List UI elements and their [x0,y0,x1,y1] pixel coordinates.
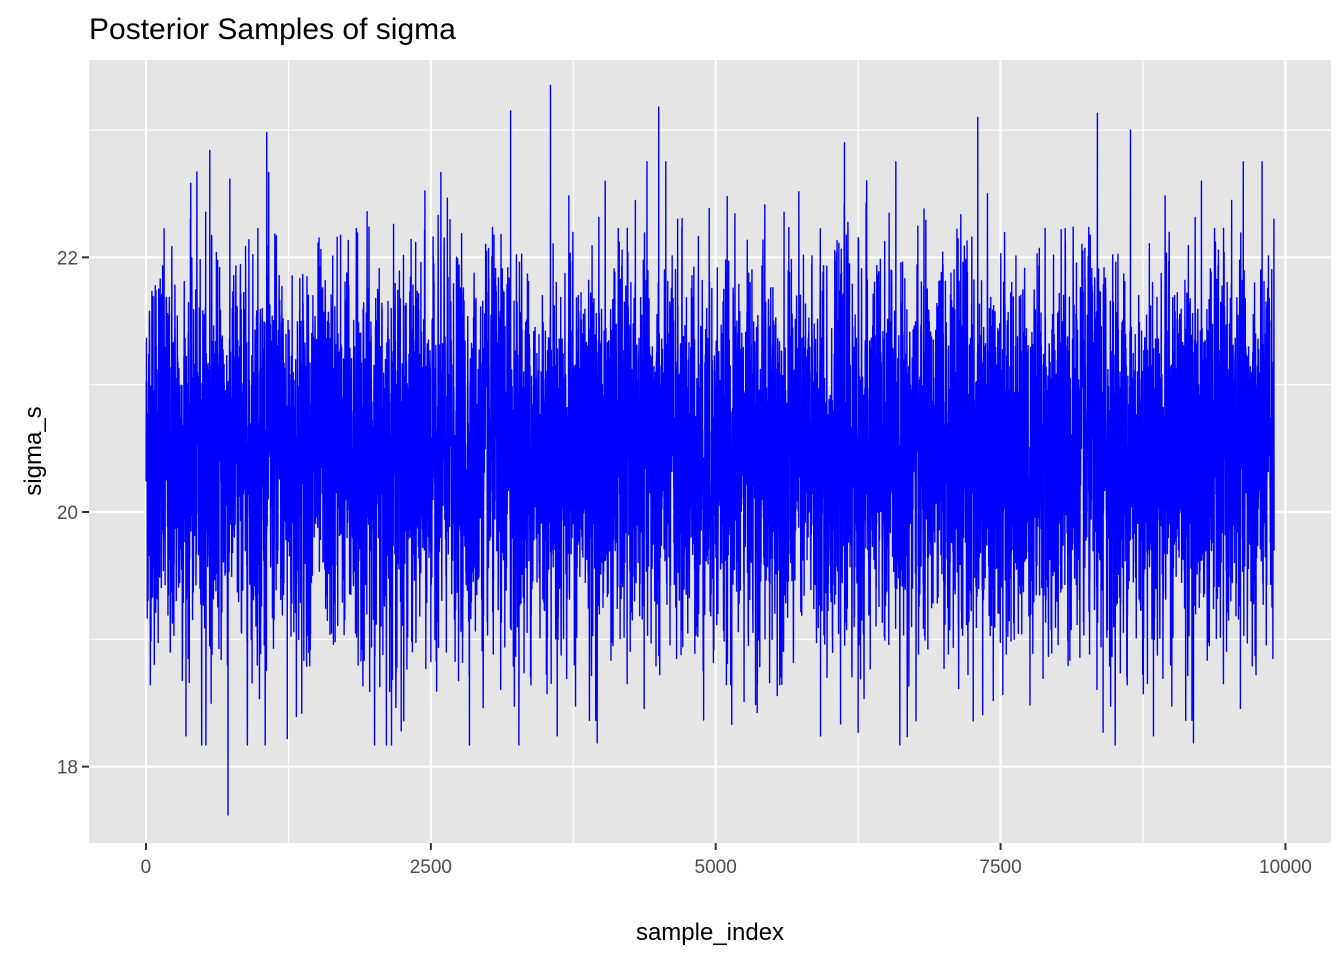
x-tick-label: 2500 [410,857,452,878]
y-tick-label: 18 [57,758,78,779]
y-axis-title: sigma_s [20,406,47,495]
x-tick-label: 7500 [979,857,1021,878]
x-tick-label: 0 [141,857,152,878]
series-layer [145,84,1275,816]
x-tick-label: 5000 [695,857,737,878]
chart-title: Posterior Samples of sigma [89,13,456,46]
y-axis-ticks: 18 20 22 [57,248,89,779]
x-axis-ticks: 0 2500 5000 7500 10000 [141,843,1312,878]
y-tick-label: 22 [57,248,78,269]
x-axis-title: sample_index [636,919,784,946]
series-line-sigma [145,84,1275,816]
y-tick-label: 20 [57,503,78,524]
x-tick-label: 10000 [1259,857,1312,878]
